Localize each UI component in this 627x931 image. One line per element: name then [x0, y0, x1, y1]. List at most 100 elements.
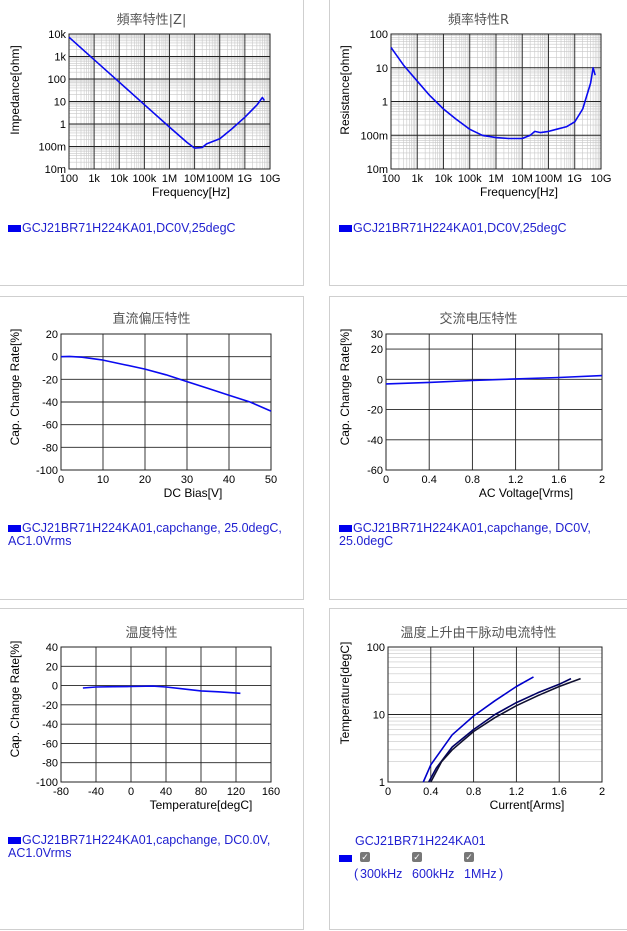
x-tick-label: 160 — [262, 786, 280, 798]
y-tick-label: 10m — [45, 164, 66, 176]
x-tick-label: 10 — [97, 474, 109, 486]
legend: GCJ21BR71H224KA01,capchange, DC0V, 25.0d… — [339, 522, 624, 548]
temperature-chart: -80 -40 0 40 80 120 16040200-20-40-60-80-100Te… — [8, 641, 280, 812]
x-tick-label: 100M — [535, 173, 563, 185]
impedance-chart: 100 1k 10k 100k 1M 10M 100M 1G 10G 10k 1k 100 10 1 100… — [8, 29, 281, 199]
y-tick-label: 0 — [52, 681, 58, 693]
x-tick-label: 80 — [195, 786, 207, 798]
y-tick-label: 10 — [376, 63, 388, 75]
dc-bias-chart: 0 10 20 30 40 50 20 0 -20 -40 -60 -80 -100 DC Bias[V]… — [8, 329, 277, 500]
x-tick-label: 20 — [139, 474, 151, 486]
x-tick-label: 2 — [599, 786, 605, 798]
y-tick-label: -20 — [42, 700, 58, 712]
y-tick-label: -20 — [367, 405, 383, 417]
series-line — [390, 46, 596, 140]
legend-swatch — [8, 525, 21, 532]
x-tick-label: 0 — [58, 474, 64, 486]
y-tick-label: -40 — [367, 435, 383, 447]
x-tick-label: 10M — [184, 173, 205, 185]
label-600khz: 600kHz — [412, 867, 455, 881]
legend-label: GCJ21BR71H224KA01,capchange, DC0.0V, AC1… — [8, 833, 271, 860]
x-tick-label: 1G — [238, 173, 253, 185]
label-300khz: 300kHz — [360, 867, 403, 881]
y-tick-label: -60 — [42, 738, 58, 750]
y-tick-label: 10 — [54, 97, 66, 109]
y-axis-label: Resistance[ohm] — [338, 45, 352, 134]
y-tick-label: 10 — [373, 710, 385, 722]
y-tick-label: 100m — [38, 142, 66, 154]
y-axis-label: Cap. Change Rate[%] — [338, 329, 352, 446]
y-tick-label: 100m — [360, 130, 388, 142]
y-tick-label: 100 — [370, 29, 388, 41]
y-tick-label: 20 — [371, 344, 383, 356]
x-tick-label: 40 — [160, 786, 172, 798]
legend-label: GCJ21BR71H224KA01 — [355, 834, 486, 848]
y-tick-label: 20 — [46, 329, 58, 341]
x-tick-label: 0.4 — [422, 474, 437, 486]
y-tick-label: 10k — [48, 29, 66, 41]
legend-label: GCJ21BR71H224KA01,capchange, DC0V, 25.0d… — [339, 521, 591, 548]
plot-frame — [387, 646, 603, 783]
x-tick-label: 40 — [223, 474, 235, 486]
y-tick-label: -40 — [42, 397, 58, 409]
series-line — [82, 685, 241, 695]
legend: GCJ21BR71H224KA01 — [355, 835, 486, 848]
x-tick-label: 0.8 — [465, 474, 480, 486]
x-tick-label: 10M — [512, 173, 533, 185]
x-tick-label: -40 — [88, 786, 104, 798]
legend-paren-close: ) — [499, 867, 504, 881]
x-tick-label: 1k — [88, 173, 100, 185]
legend-label: GCJ21BR71H224KA01,DC0V,25degC — [22, 221, 236, 235]
y-tick-label: 0 — [52, 352, 58, 364]
x-tick-label: 0 — [385, 786, 391, 798]
x-tick-label: 1.2 — [508, 474, 523, 486]
chart-title: 温度特性 — [125, 626, 178, 641]
x-tick-label: 0 — [128, 786, 134, 798]
y-tick-label: 100 — [48, 74, 66, 86]
resistance-chart: 100 1k 10k 100k 1M 10M 100M 1G 10G 100 10 1 100m 10m F… — [338, 29, 612, 199]
series-line — [430, 677, 581, 783]
series-line — [385, 374, 603, 385]
series-line — [422, 676, 534, 783]
ac-voltage-chart: 0 0.4 0.8 1.2 1.6 2 30 20 0 -20 -40 -60 AC Voltage[V… — [338, 329, 605, 500]
checkbox-600khz[interactable]: ✓ — [412, 852, 422, 862]
x-axis-label: AC Voltage[Vrms] — [479, 486, 573, 500]
y-tick-label: -100 — [36, 465, 58, 477]
x-tick-label: 100k — [458, 173, 482, 185]
plot-frame — [60, 333, 272, 471]
y-tick-label: 100 — [367, 642, 385, 654]
y-tick-label: -100 — [36, 777, 58, 789]
x-tick-label: 1.6 — [551, 474, 566, 486]
checkbox-300khz[interactable]: ✓ — [360, 852, 370, 862]
legend-label: GCJ21BR71H224KA01,DC0V,25degC — [353, 221, 567, 235]
legend-checkboxes: ✓ ✓ ✓ ( 300kHz 600kHz 1MHz ) — [339, 852, 627, 882]
y-tick-label: -60 — [367, 465, 383, 477]
x-tick-label: 10k — [110, 173, 128, 185]
panel-ripple-current: 温度上升由干脉动电流特性 0 0.4 0.8 1.2 1.6 2 100 10 1 Current… — [329, 608, 627, 930]
legend: GCJ21BR71H224KA01,DC0V,25degC — [8, 222, 236, 235]
x-tick-label: 0.8 — [466, 786, 481, 798]
y-tick-label: 1 — [60, 119, 66, 131]
y-axis-label: Impedance[ohm] — [8, 45, 22, 134]
chart-title: 頻率特性|Z| — [116, 13, 187, 28]
label-1mhz: 1MHz — [464, 867, 497, 881]
y-axis-label: Temperature[degC] — [338, 642, 352, 745]
x-axis-label: DC Bias[V] — [164, 486, 223, 500]
x-axis-label: Frequency[Hz] — [480, 185, 558, 199]
x-tick-label: 10G — [591, 173, 612, 185]
legend: GCJ21BR71H224KA01,capchange, 25.0degC, A… — [8, 522, 298, 548]
x-axis-label: Frequency[Hz] — [152, 185, 230, 199]
ripple-current-chart: 0 0.4 0.8 1.2 1.6 2 100 10 1 Current[Arms] Tempera… — [338, 642, 605, 812]
y-tick-label: -40 — [42, 719, 58, 731]
chart-title: 直流偏压特性 — [112, 312, 191, 327]
y-tick-label: -60 — [42, 420, 58, 432]
legend-swatch — [8, 225, 21, 232]
x-tick-label: -80 — [53, 786, 69, 798]
plot-frame — [60, 646, 272, 783]
y-tick-label: 0 — [377, 374, 383, 386]
panel-impedance: 頻率特性|Z| 100 1k 10k 100k 1M 10M 100M 1G 10G 10k 1k 1… — [0, 0, 304, 286]
legend-swatch — [339, 855, 352, 862]
x-tick-label: 10G — [260, 173, 281, 185]
checkbox-1mhz[interactable]: ✓ — [464, 852, 474, 862]
y-tick-label: -80 — [42, 758, 58, 770]
